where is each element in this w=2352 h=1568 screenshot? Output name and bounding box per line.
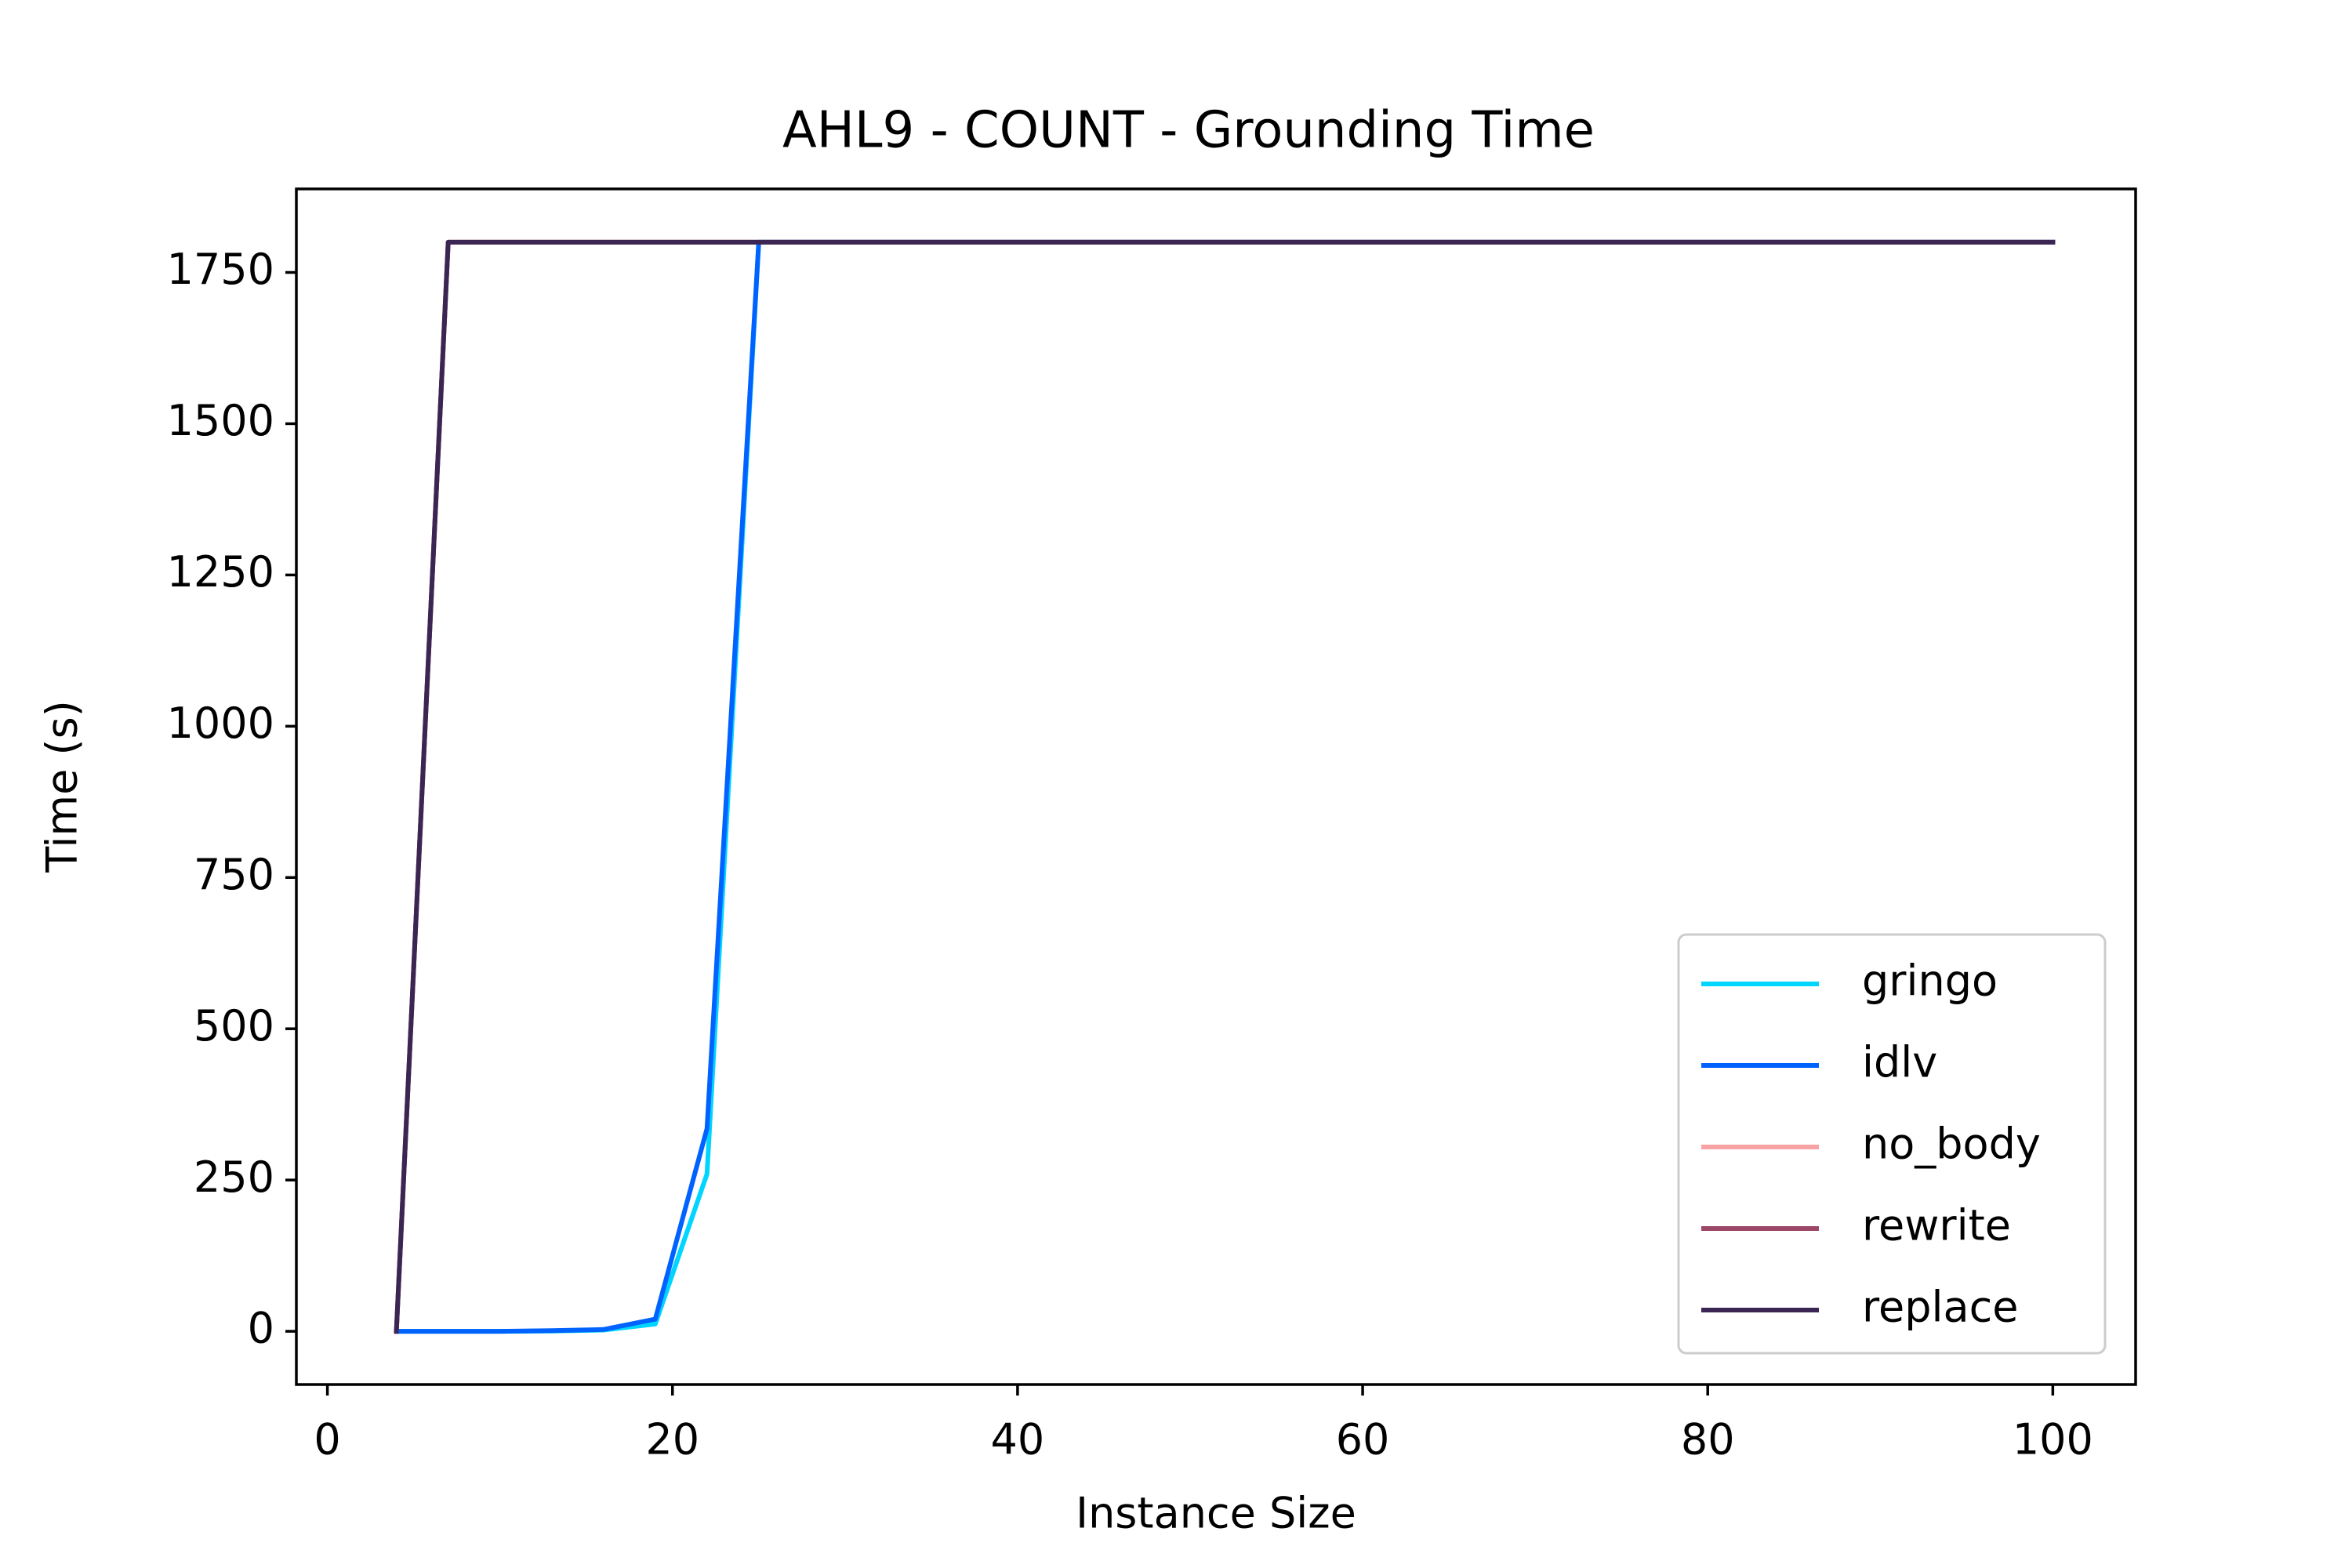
x-tick-label: 20 xyxy=(645,1415,699,1465)
y-tick-label: 1750 xyxy=(167,245,274,294)
legend-frame xyxy=(1677,933,2107,1355)
legend-label-no-body: no_body xyxy=(1862,1120,2041,1169)
plot-frame xyxy=(295,187,2137,1386)
y-axis-label: Time (s) xyxy=(38,700,87,873)
x-tick-label: 80 xyxy=(1681,1415,1735,1465)
x-tick-label: 60 xyxy=(1336,1415,1390,1465)
x-tick-label: 40 xyxy=(991,1415,1045,1465)
y-tick-label: 1250 xyxy=(167,547,274,597)
y-tick-label: 1500 xyxy=(167,396,274,445)
legend-label-gringo: gringo xyxy=(1862,956,1998,1006)
legend-label-rewrite: rewrite xyxy=(1862,1201,2011,1250)
series-line-replace xyxy=(394,239,2056,1334)
y-tick-label: 0 xyxy=(248,1304,274,1353)
chart-title: AHL9 - COUNT - Grounding Time xyxy=(782,102,1595,160)
y-tick-label: 500 xyxy=(194,1001,274,1051)
x-tick-label: 0 xyxy=(314,1415,340,1465)
y-axis: 0 250 500 750 1000 1250 1500 1750 xyxy=(167,245,296,1353)
x-axis: 0 20 40 60 80 100 xyxy=(314,1385,2093,1465)
y-tick-label: 1000 xyxy=(167,699,274,748)
y-tick-label: 750 xyxy=(194,850,274,899)
legend-label-idlv: idlv xyxy=(1862,1038,1937,1087)
y-tick-label: 250 xyxy=(194,1152,274,1202)
legend-label-replace: replace xyxy=(1862,1283,2019,1332)
x-tick-label: 100 xyxy=(2013,1415,2093,1465)
plot-series xyxy=(394,239,2056,1334)
x-axis-label: Instance Size xyxy=(1076,1489,1356,1538)
